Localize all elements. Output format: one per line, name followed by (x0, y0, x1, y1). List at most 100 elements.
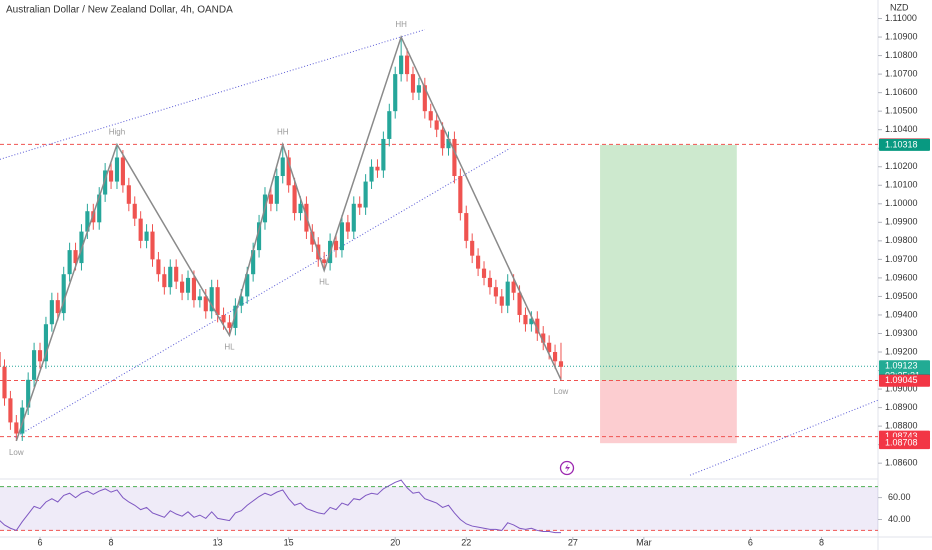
candle-body (547, 342, 552, 353)
candle-body (541, 333, 546, 343)
rsi-tick-label: 60.00 (888, 492, 911, 502)
profit-zone (600, 144, 737, 381)
candle-body (8, 398, 13, 423)
candle-body (203, 296, 208, 312)
candle-body (221, 314, 226, 323)
candle-body (120, 157, 125, 186)
candle-body (73, 250, 78, 264)
candle-body (251, 250, 256, 275)
y-tick-label: 1.09900 (885, 217, 918, 227)
candle-body (310, 231, 315, 245)
candle-body (416, 85, 421, 93)
candle-body (339, 222, 345, 251)
candle-body (375, 166, 380, 171)
replay-icon[interactable] (559, 460, 575, 476)
candle-body (499, 296, 504, 306)
pivot-label: Low (554, 387, 569, 396)
candle-body (144, 231, 149, 241)
candle-body (393, 74, 398, 112)
y-tick-label: 1.09000 (885, 383, 918, 393)
candle-body (404, 55, 410, 75)
x-tick-label: 13 (213, 537, 223, 547)
candle-body (511, 281, 516, 293)
candle-body (245, 274, 250, 297)
candle-body (0, 352, 1, 367)
candle-body (345, 222, 350, 232)
candle-body (108, 170, 114, 182)
candle-body (422, 85, 427, 112)
chart-title: Australian Dollar / New Zealand Dollar, … (6, 5, 233, 16)
trend-line (0, 29, 425, 160)
y-tick-label: 1.09700 (885, 254, 918, 264)
candle-body (535, 318, 540, 334)
price-tag-label: 1.08743 (885, 431, 918, 441)
candle-body (132, 203, 137, 219)
candle-body (43, 324, 49, 362)
candle-body (464, 213, 469, 241)
icon-bolt (565, 463, 570, 473)
candle-body (138, 218, 143, 241)
candle-body (91, 211, 96, 223)
candle-body (26, 379, 31, 408)
candle-body (363, 181, 368, 208)
pivot-label: High (109, 128, 125, 137)
trend-line (14, 147, 511, 438)
candle-body (351, 203, 356, 232)
y-tick-label: 1.09300 (885, 328, 918, 338)
candle-body (286, 157, 291, 186)
trend-line (689, 399, 878, 476)
y-tick-label: 1.09600 (885, 272, 918, 282)
x-tick-label: 15 (284, 537, 294, 547)
zigzag-line (15, 35, 562, 442)
price-tag (879, 437, 930, 450)
candle-body (452, 138, 457, 177)
candle-body (369, 166, 374, 182)
candle-body (487, 277, 493, 288)
candle-body (428, 111, 433, 121)
candle-body (280, 157, 285, 177)
y-tick-label: 1.08600 (885, 458, 918, 468)
candle-body (37, 350, 43, 362)
candle-body (32, 350, 37, 380)
candle-body (387, 111, 392, 139)
x-tick-label: 20 (390, 537, 400, 547)
main-pane: Low High HL HH HL HH Low (0, 20, 878, 476)
x-tick-label: 8 (819, 537, 824, 547)
candle-body (476, 255, 481, 269)
y-tick-label: 1.10800 (885, 50, 918, 60)
pivot-label: HL (224, 342, 235, 351)
candle-body (49, 300, 54, 325)
price-tag-label: 1.08708 (885, 438, 918, 448)
candle-body (505, 281, 510, 306)
rsi-tick-label: 40.00 (888, 514, 911, 524)
candle-body (14, 422, 19, 434)
candle-body (446, 138, 451, 149)
price-tag-label: 1.09123 (885, 361, 918, 371)
candle-body (97, 194, 102, 223)
candle-body (150, 231, 155, 260)
pivot-label: HL (319, 278, 330, 287)
candle-body (292, 185, 297, 214)
candle-body (322, 259, 327, 264)
candle-body (274, 176, 279, 204)
candle-body (410, 74, 416, 93)
y-tick-label: 1.08900 (885, 402, 918, 412)
candle-body (197, 296, 202, 301)
candle-body (227, 322, 232, 328)
y-tick-label: 1.10600 (885, 87, 918, 97)
candle-body (67, 250, 72, 275)
y-tick-label: 1.10900 (885, 31, 918, 41)
candle-body (156, 259, 161, 275)
candle-body (185, 277, 191, 293)
loss-zone (600, 380, 737, 444)
candle-body (126, 185, 131, 204)
candle-body (298, 203, 303, 214)
candle-body (20, 407, 25, 434)
candle-body (239, 296, 244, 306)
candle-body (434, 120, 439, 130)
pivot-label: HH (277, 128, 289, 137)
candle-body (215, 287, 220, 315)
candle-body (2, 366, 7, 399)
y-tick-label: 1.10700 (885, 68, 918, 78)
